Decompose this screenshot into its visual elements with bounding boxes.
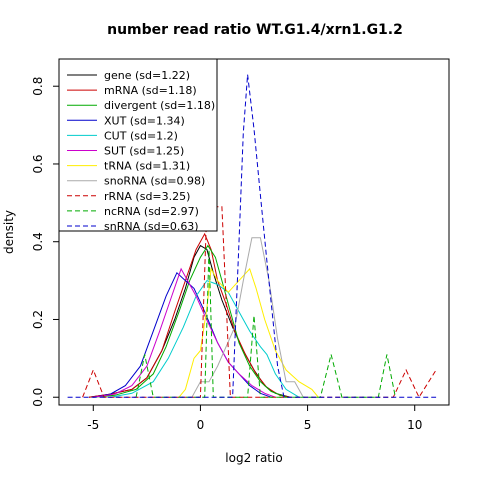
y-tick-label: 0.6: [31, 154, 45, 173]
x-axis-label: log2 ratio: [225, 451, 282, 465]
x-tick-label: 5: [304, 418, 312, 432]
legend-label-0: gene (sd=1.22): [104, 69, 190, 82]
x-axis: -5 0 5 10: [87, 405, 422, 432]
series-line-6: [178, 267, 319, 398]
y-tick-label: 0.0: [31, 388, 45, 407]
y-axis: 0.0 0.2 0.4 0.6 0.8: [31, 77, 59, 407]
plot-frame: [58, 58, 450, 406]
series-line-9: [135, 249, 396, 398]
x-tick-label: -5: [87, 418, 99, 432]
series-line-8: [82, 206, 437, 399]
series-line-7: [191, 237, 304, 398]
y-tick-label: 0.4: [31, 232, 45, 251]
x-tick-label: 10: [407, 418, 422, 432]
series-line-10: [67, 74, 437, 398]
legend-label-6: tRNA (sd=1.31): [104, 160, 190, 173]
series-line-1: [88, 232, 291, 398]
series-line-5: [93, 267, 276, 398]
legend-label-3: XUT (sd=1.34): [104, 114, 185, 127]
legend-entries: gene (sd=1.22) mRNA (sd=1.18) divergent (s…: [67, 69, 215, 233]
legend-label-9: ncRNA (sd=2.97): [104, 205, 199, 218]
legend-label-8: rRNA (sd=3.25): [104, 190, 190, 203]
y-tick-label: 0.8: [31, 77, 45, 96]
legend-label-7: snoRNA (sd=0.98): [104, 175, 205, 188]
plot-lines: [67, 74, 437, 399]
legend-label-5: SUT (sd=1.25): [104, 145, 184, 158]
legend: gene (sd=1.22) mRNA (sd=1.18) divergent (s…: [58, 58, 218, 233]
legend-label-2: divergent (sd=1.18): [104, 99, 215, 112]
legend-label-1: mRNA (sd=1.18): [104, 84, 197, 97]
y-tick-label: 0.2: [31, 310, 45, 329]
chart-title: number read ratio WT.G1.4/xrn1.G1.2: [107, 22, 403, 38]
legend-label-4: CUT (sd=1.2): [104, 129, 178, 142]
y-axis-label: density: [2, 210, 16, 254]
series-line-4: [110, 279, 300, 398]
legend-box: [58, 58, 218, 232]
series-line-2: [93, 244, 287, 398]
legend-label-10: snRNA (sd=0.63): [104, 220, 199, 233]
x-tick-label: 0: [197, 418, 205, 432]
